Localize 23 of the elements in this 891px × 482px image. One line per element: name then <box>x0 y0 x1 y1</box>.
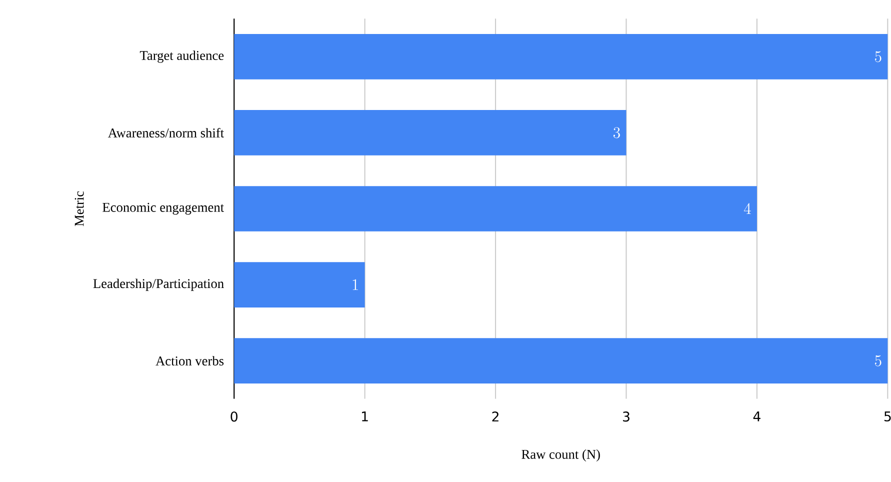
data-label: 1 <box>352 280 358 290</box>
y-tick-label: Leadership/Participation <box>93 278 224 292</box>
x-axis-title: Raw count (N) <box>522 450 600 462</box>
x-tick-label: 1 <box>362 412 368 422</box>
x-tick-label: 5 <box>884 412 891 422</box>
x-tick-label: 0 <box>230 412 238 422</box>
data-label: 4 <box>744 203 751 214</box>
bar <box>234 34 888 80</box>
x-tick-label: 2 <box>492 412 498 422</box>
data-label: 5 <box>875 356 882 367</box>
bar <box>234 110 626 156</box>
y-tick-label: Action verbs <box>156 356 224 366</box>
bar <box>234 338 888 384</box>
y-tick-label: Target audience <box>140 50 224 64</box>
y-tick-label: Awareness/norm shift <box>108 128 224 138</box>
x-tick-label: 3 <box>623 412 630 422</box>
bar <box>234 262 365 308</box>
data-label: 5 <box>875 51 882 62</box>
bar <box>234 186 757 232</box>
x-tick-label: 4 <box>753 412 760 422</box>
y-axis-title: Metric <box>74 192 84 226</box>
data-label: 3 <box>613 127 620 138</box>
y-tick-label: Economic engagement <box>102 203 224 215</box>
